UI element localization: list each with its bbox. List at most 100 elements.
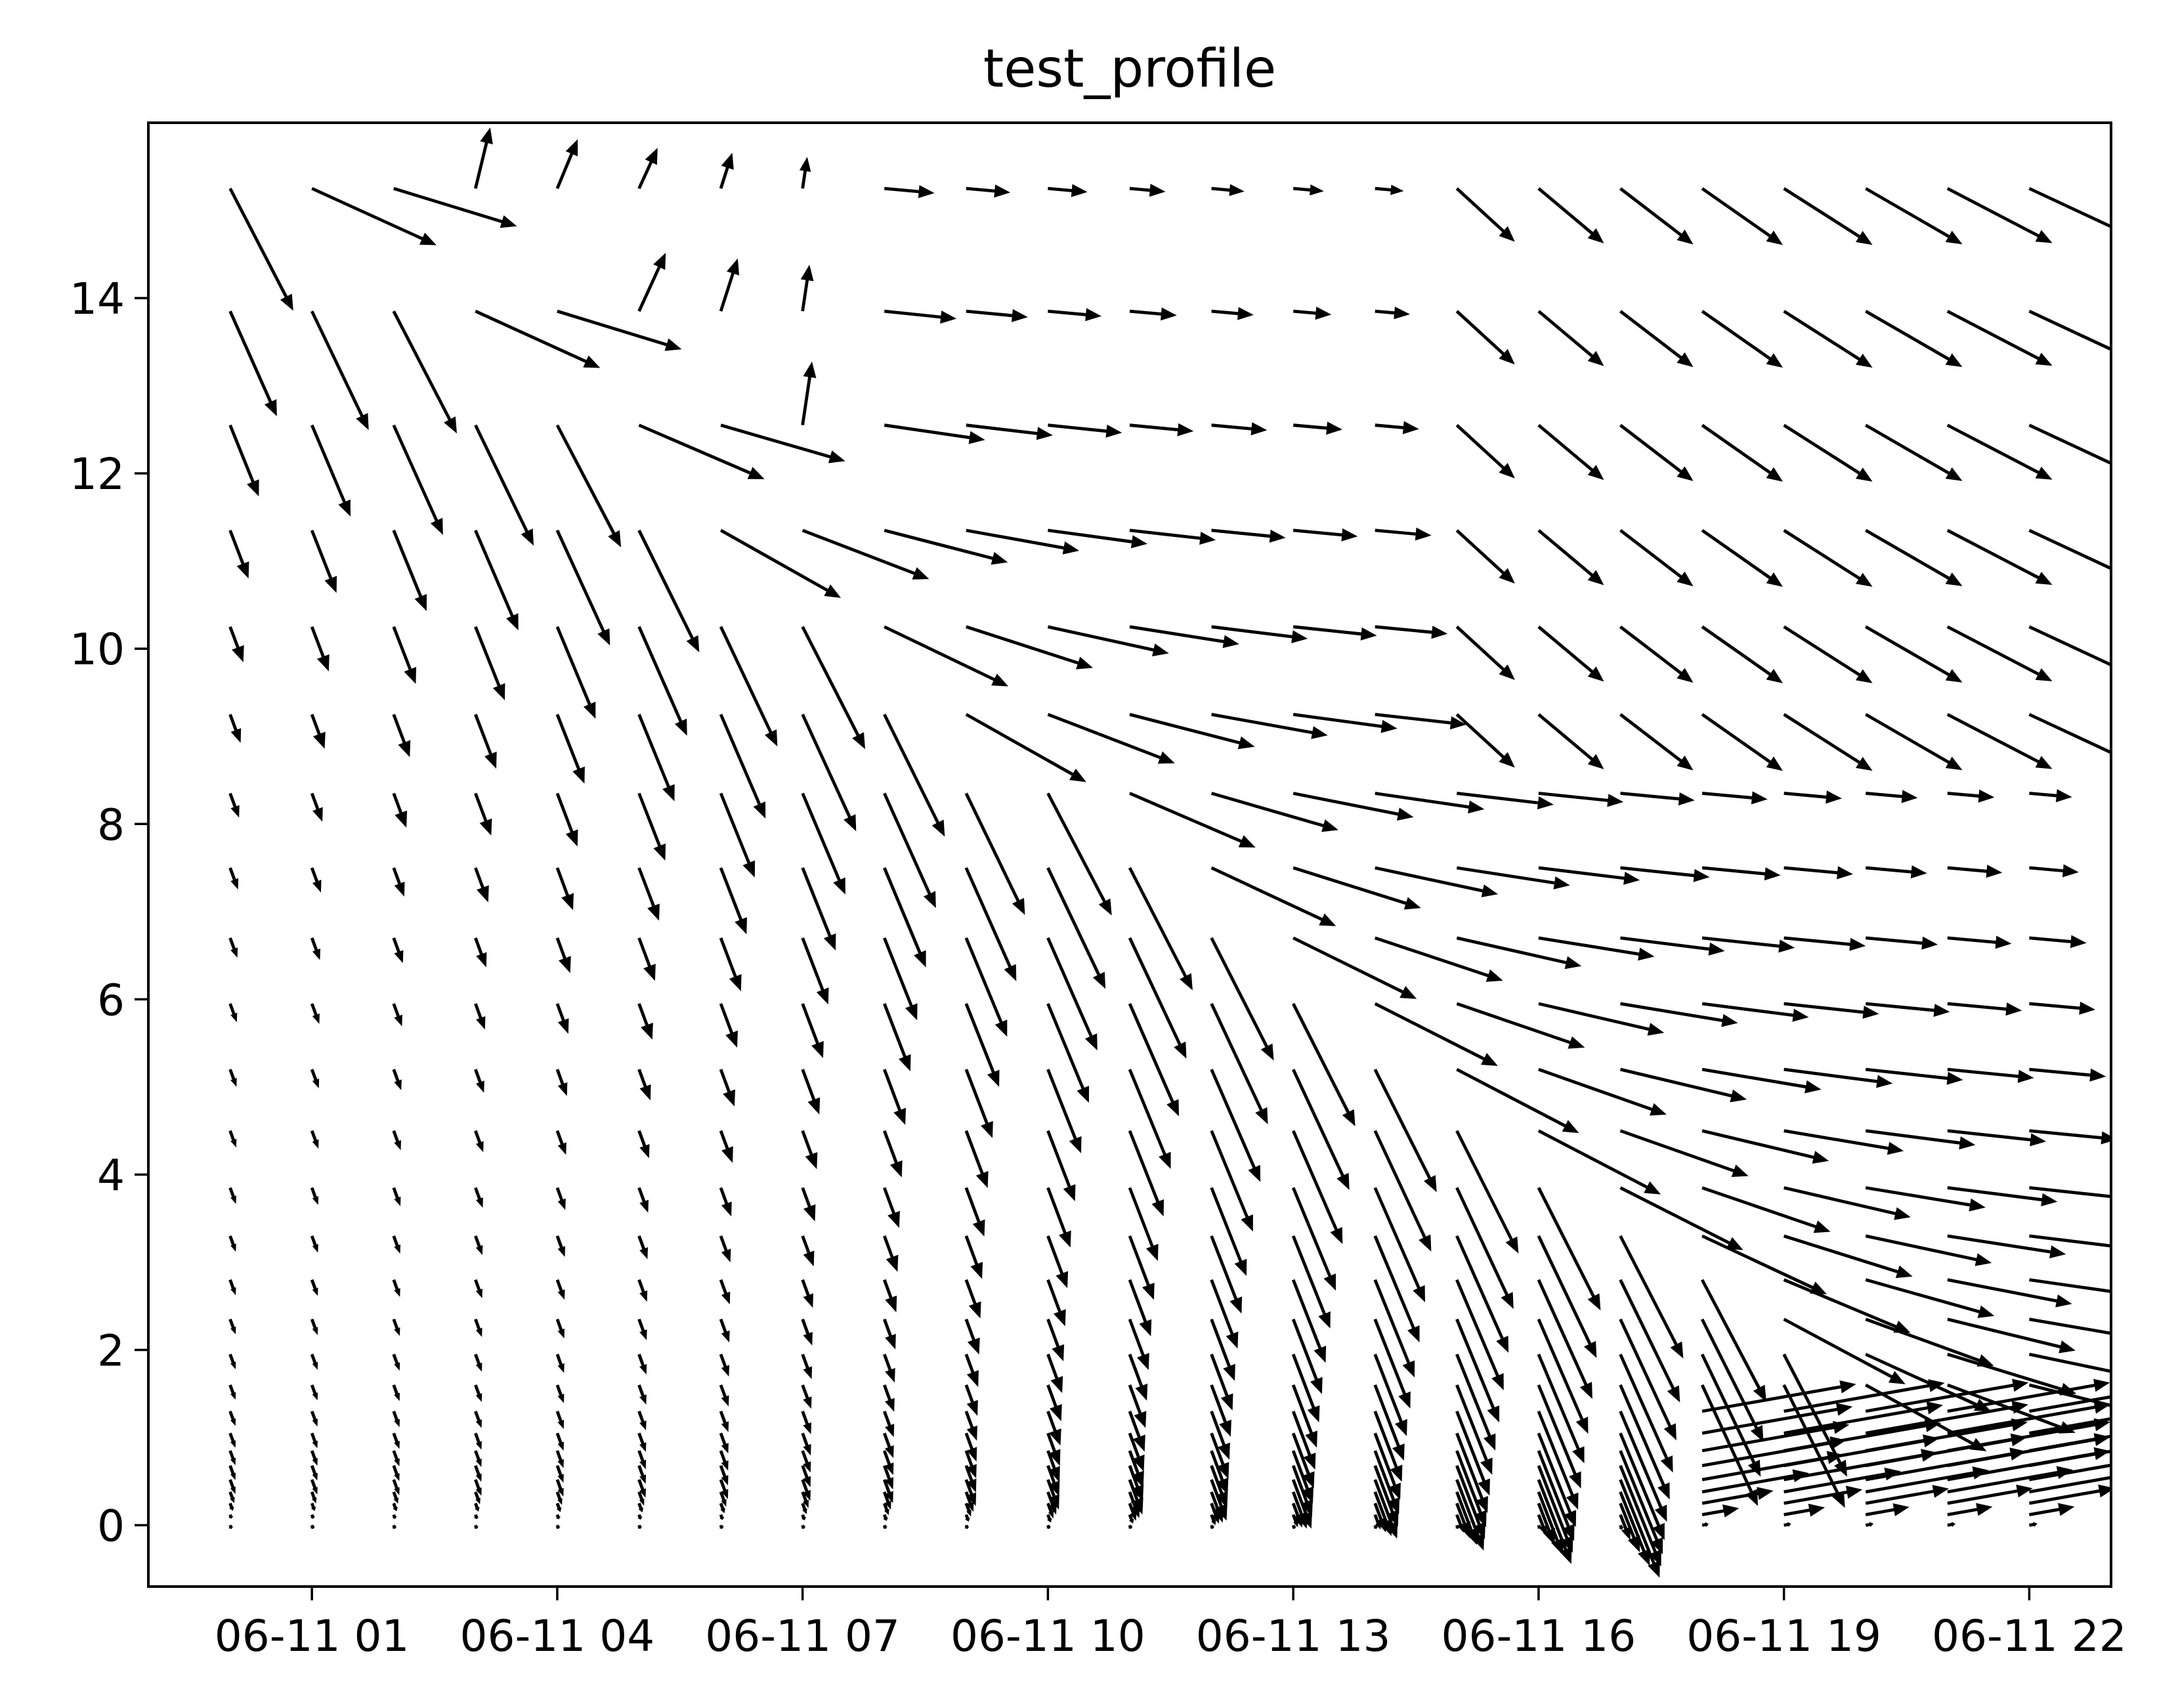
wind-arrow [310, 1187, 319, 1205]
wind-arrow [1619, 1279, 1680, 1403]
wind-arrow [1619, 1464, 1661, 1567]
wind-arrow [310, 1279, 318, 1296]
wind-arrow [228, 1464, 236, 1480]
wind-arrow [1620, 866, 1710, 882]
wind-arrow [1701, 423, 1783, 482]
wind-arrow [1128, 1130, 1164, 1216]
wind-arrow [2028, 423, 2111, 465]
wind-arrow [1865, 1522, 1874, 1527]
wind-arrow [1537, 187, 1604, 244]
wind-arrow [2029, 1278, 2111, 1293]
wind-arrow [1947, 1002, 2022, 1016]
wind-arrow [1783, 1278, 1911, 1333]
wind-arrow [1046, 1491, 1057, 1515]
y-tick-label: 4 [97, 1150, 125, 1201]
wind-arrow [801, 1130, 818, 1170]
wind-arrow [1783, 1467, 1901, 1494]
wind-arrow [883, 1130, 903, 1178]
wind-arrow [884, 185, 935, 198]
wind-arrow [1373, 1069, 1437, 1193]
wind-arrow [2028, 625, 2111, 667]
wind-arrow [1455, 1432, 1488, 1513]
wind-arrow [1946, 713, 2053, 769]
wind-arrow [1128, 1279, 1152, 1336]
wind-arrow [555, 1279, 565, 1300]
wind-arrow [637, 1279, 648, 1302]
wind-arrow [228, 714, 242, 743]
wind-arrow [1620, 1002, 1738, 1027]
wind-arrow [964, 1432, 977, 1462]
wind-arrow [1046, 792, 1112, 916]
wind-arrow [1373, 1130, 1432, 1252]
wind-arrow [964, 867, 1017, 981]
wind-arrow [637, 937, 656, 981]
wind-arrow [1619, 1479, 1660, 1578]
wind-arrow [1619, 1524, 1624, 1530]
wind-arrow [800, 265, 814, 312]
wind-arrow [964, 1524, 970, 1529]
wind-arrow [1865, 1447, 2026, 1482]
wind-arrow [1537, 1411, 1579, 1510]
wind-arrow [310, 1432, 318, 1449]
wind-arrow [637, 1318, 647, 1340]
wind-arrow [801, 937, 829, 1005]
wind-arrow [1210, 1354, 1233, 1411]
wind-arrow [719, 1318, 730, 1343]
wind-arrow [393, 186, 517, 228]
x-axis-ticks: 06-11 01 06-11 04 06-11 07 06-11 10 06-11 13… [215, 1587, 2127, 1661]
wind-arrow [1865, 1466, 1989, 1494]
wind-arrow [1455, 310, 1515, 365]
wind-arrow [801, 1354, 813, 1379]
wind-arrow [719, 1450, 729, 1471]
wind-arrow [1293, 307, 1332, 320]
wind-arrow [1128, 1354, 1148, 1401]
wind-arrow [637, 1354, 647, 1375]
wind-arrow [1537, 1187, 1601, 1311]
wind-arrow [228, 1491, 235, 1503]
wind-arrow [1373, 1235, 1420, 1342]
wind-arrow [1210, 1384, 1231, 1437]
wind-arrow [637, 1235, 648, 1260]
wind-arrow [1129, 423, 1194, 437]
wind-arrow [1783, 310, 1873, 368]
wind-arrow [1620, 936, 1725, 956]
wind-arrow [966, 309, 1028, 322]
wind-arrow [1538, 1067, 1667, 1116]
wind-arrow [1865, 1383, 1987, 1451]
wind-arrow [883, 937, 918, 1021]
wind-arrow [228, 1235, 236, 1252]
wind-arrow [2029, 1234, 2111, 1248]
wind-arrow [555, 626, 596, 719]
wind-arrow [720, 423, 845, 463]
wind-arrow [473, 1524, 479, 1529]
wind-arrow [801, 867, 836, 950]
wind-arrow [310, 1069, 320, 1088]
wind-arrow [1947, 1129, 2047, 1147]
wind-arrow [1456, 936, 1582, 970]
wind-arrow [1865, 1129, 1976, 1150]
wind-arrow [965, 713, 1086, 782]
wind-arrow [1128, 1432, 1145, 1472]
wind-arrow [392, 1464, 400, 1482]
wind-arrow [1210, 1450, 1229, 1495]
wind-arrow [719, 937, 742, 991]
wind-arrow [1210, 1187, 1247, 1276]
wind-arrow [884, 528, 1008, 565]
wind-arrow [719, 1384, 729, 1407]
wind-arrow [474, 1069, 484, 1093]
wind-arrow [1211, 307, 1254, 320]
wind-arrow [1046, 1069, 1082, 1153]
wind-arrow [474, 424, 534, 546]
wind-arrow [1375, 307, 1411, 320]
wind-arrow [637, 253, 666, 312]
x-tick-label: 06-11 07 [705, 1611, 900, 1661]
wind-arrow [801, 1450, 811, 1473]
wind-arrow [801, 1187, 816, 1222]
wind-arrow [1783, 1449, 1938, 1482]
y-tick-label: 14 [70, 274, 125, 324]
wind-arrow [473, 1514, 479, 1520]
wind-arrow [883, 1514, 888, 1521]
wind-arrow [1866, 1067, 1963, 1085]
wind-arrow [1292, 1130, 1343, 1245]
wind-arrow [966, 423, 1053, 440]
